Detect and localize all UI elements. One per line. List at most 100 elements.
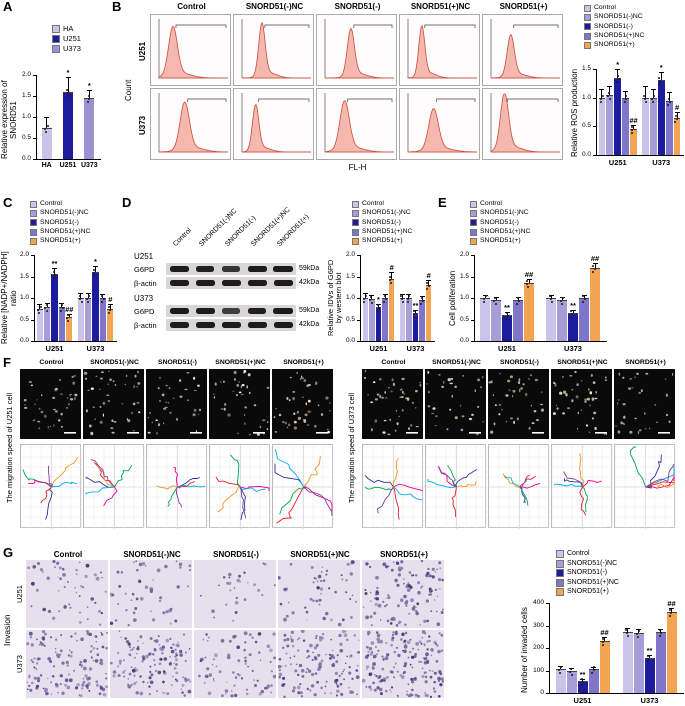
error-bar	[593, 666, 594, 670]
stained-cell	[200, 594, 202, 597]
y-tick-label: 0.0	[21, 155, 31, 162]
stained-cell	[335, 694, 338, 697]
stained-cell	[403, 639, 407, 643]
cell-dot	[672, 372, 674, 376]
cell-dot	[136, 386, 138, 388]
column-header: Control	[381, 359, 406, 366]
stained-cell	[387, 594, 390, 597]
stained-cell	[90, 597, 94, 601]
stained-cell	[62, 573, 66, 577]
flow-row-label-u373: U373	[138, 115, 147, 135]
data-point	[625, 629, 628, 632]
cell-track	[177, 484, 206, 488]
cell-dot	[266, 386, 270, 389]
y-tick	[593, 69, 596, 70]
stained-cell	[420, 587, 422, 589]
legend-item: SNORD51(+)NC	[470, 228, 530, 236]
legend-label: Control	[480, 200, 502, 207]
data-point	[388, 275, 391, 278]
data-point	[580, 683, 583, 686]
legend-item: U373	[52, 44, 81, 53]
stained-cell	[282, 646, 285, 649]
cell-dot	[61, 425, 63, 428]
stained-cell	[328, 587, 331, 590]
stained-cell	[162, 670, 166, 673]
cell-dot	[525, 392, 528, 397]
error-bar-cap	[85, 292, 91, 294]
stained-cell	[343, 678, 345, 681]
stained-cell	[387, 565, 390, 568]
microscopy-image	[488, 369, 549, 439]
stained-cell	[390, 643, 393, 647]
flow-row-label-u251: U251	[138, 41, 147, 61]
stained-cell	[367, 650, 370, 653]
data-point	[667, 103, 670, 106]
stained-cell	[41, 636, 46, 640]
cell-dot	[584, 398, 587, 402]
stained-cell	[281, 665, 283, 667]
cell-dot	[587, 388, 590, 391]
stained-cell	[79, 663, 82, 666]
error-bar-cap	[419, 295, 425, 297]
stained-cell	[318, 635, 322, 639]
cell-track	[45, 486, 53, 520]
stained-cell	[135, 597, 139, 601]
cell-dot	[244, 422, 246, 425]
y-tick-label: 1.0	[459, 294, 469, 301]
stained-cell	[124, 669, 126, 672]
stained-cell	[264, 563, 267, 566]
stained-cell	[202, 638, 205, 641]
x-axis	[596, 155, 684, 156]
blot-band	[247, 280, 267, 286]
stained-cell	[304, 606, 307, 609]
stained-cell	[437, 676, 441, 681]
stained-cell	[243, 571, 246, 574]
cell-dot	[240, 385, 242, 389]
data-point	[107, 305, 110, 308]
column-header: SNORD51(-)NC	[245, 2, 304, 11]
legend-label: SNORD51(+)	[567, 588, 609, 595]
cell-dot-blue	[124, 383, 126, 386]
cell-dot	[449, 408, 452, 411]
cell-dot	[435, 415, 438, 417]
stained-cell	[349, 572, 353, 576]
scale-bar	[316, 432, 328, 434]
stained-cell	[99, 686, 104, 690]
data-point	[625, 97, 628, 100]
stained-cell	[120, 571, 124, 574]
cell-dot	[575, 395, 579, 399]
cell-dot	[490, 430, 494, 434]
data-point	[616, 74, 619, 77]
stained-cell	[83, 659, 87, 663]
data-point	[85, 298, 88, 300]
stained-cell	[84, 674, 88, 678]
stained-cell	[170, 649, 175, 654]
stained-cell	[90, 645, 93, 648]
bar	[425, 285, 432, 341]
track-plot-svg	[146, 445, 208, 529]
stained-cell	[369, 652, 374, 656]
cell-dot	[38, 427, 41, 430]
stained-cell	[251, 636, 254, 639]
stained-cell	[316, 680, 319, 684]
stained-cell	[394, 662, 397, 665]
stained-cell	[211, 609, 215, 613]
data-point	[101, 301, 104, 303]
stained-cell	[199, 659, 202, 663]
stained-cell	[243, 631, 248, 636]
cell-dot	[157, 423, 161, 427]
blot-strip	[166, 319, 296, 331]
cell-dot	[391, 378, 394, 382]
invasion-image	[109, 560, 192, 628]
stained-cell	[47, 677, 49, 680]
stained-cell	[257, 632, 262, 636]
histogram-curve	[490, 34, 560, 79]
stained-cell	[307, 669, 312, 673]
cell-dot	[442, 380, 445, 384]
stained-cell	[104, 590, 107, 593]
error-bar	[67, 77, 69, 92]
histogram-curve	[241, 103, 311, 153]
cell-dot	[247, 373, 251, 377]
cell-track	[51, 457, 78, 488]
stained-cell	[105, 631, 108, 634]
